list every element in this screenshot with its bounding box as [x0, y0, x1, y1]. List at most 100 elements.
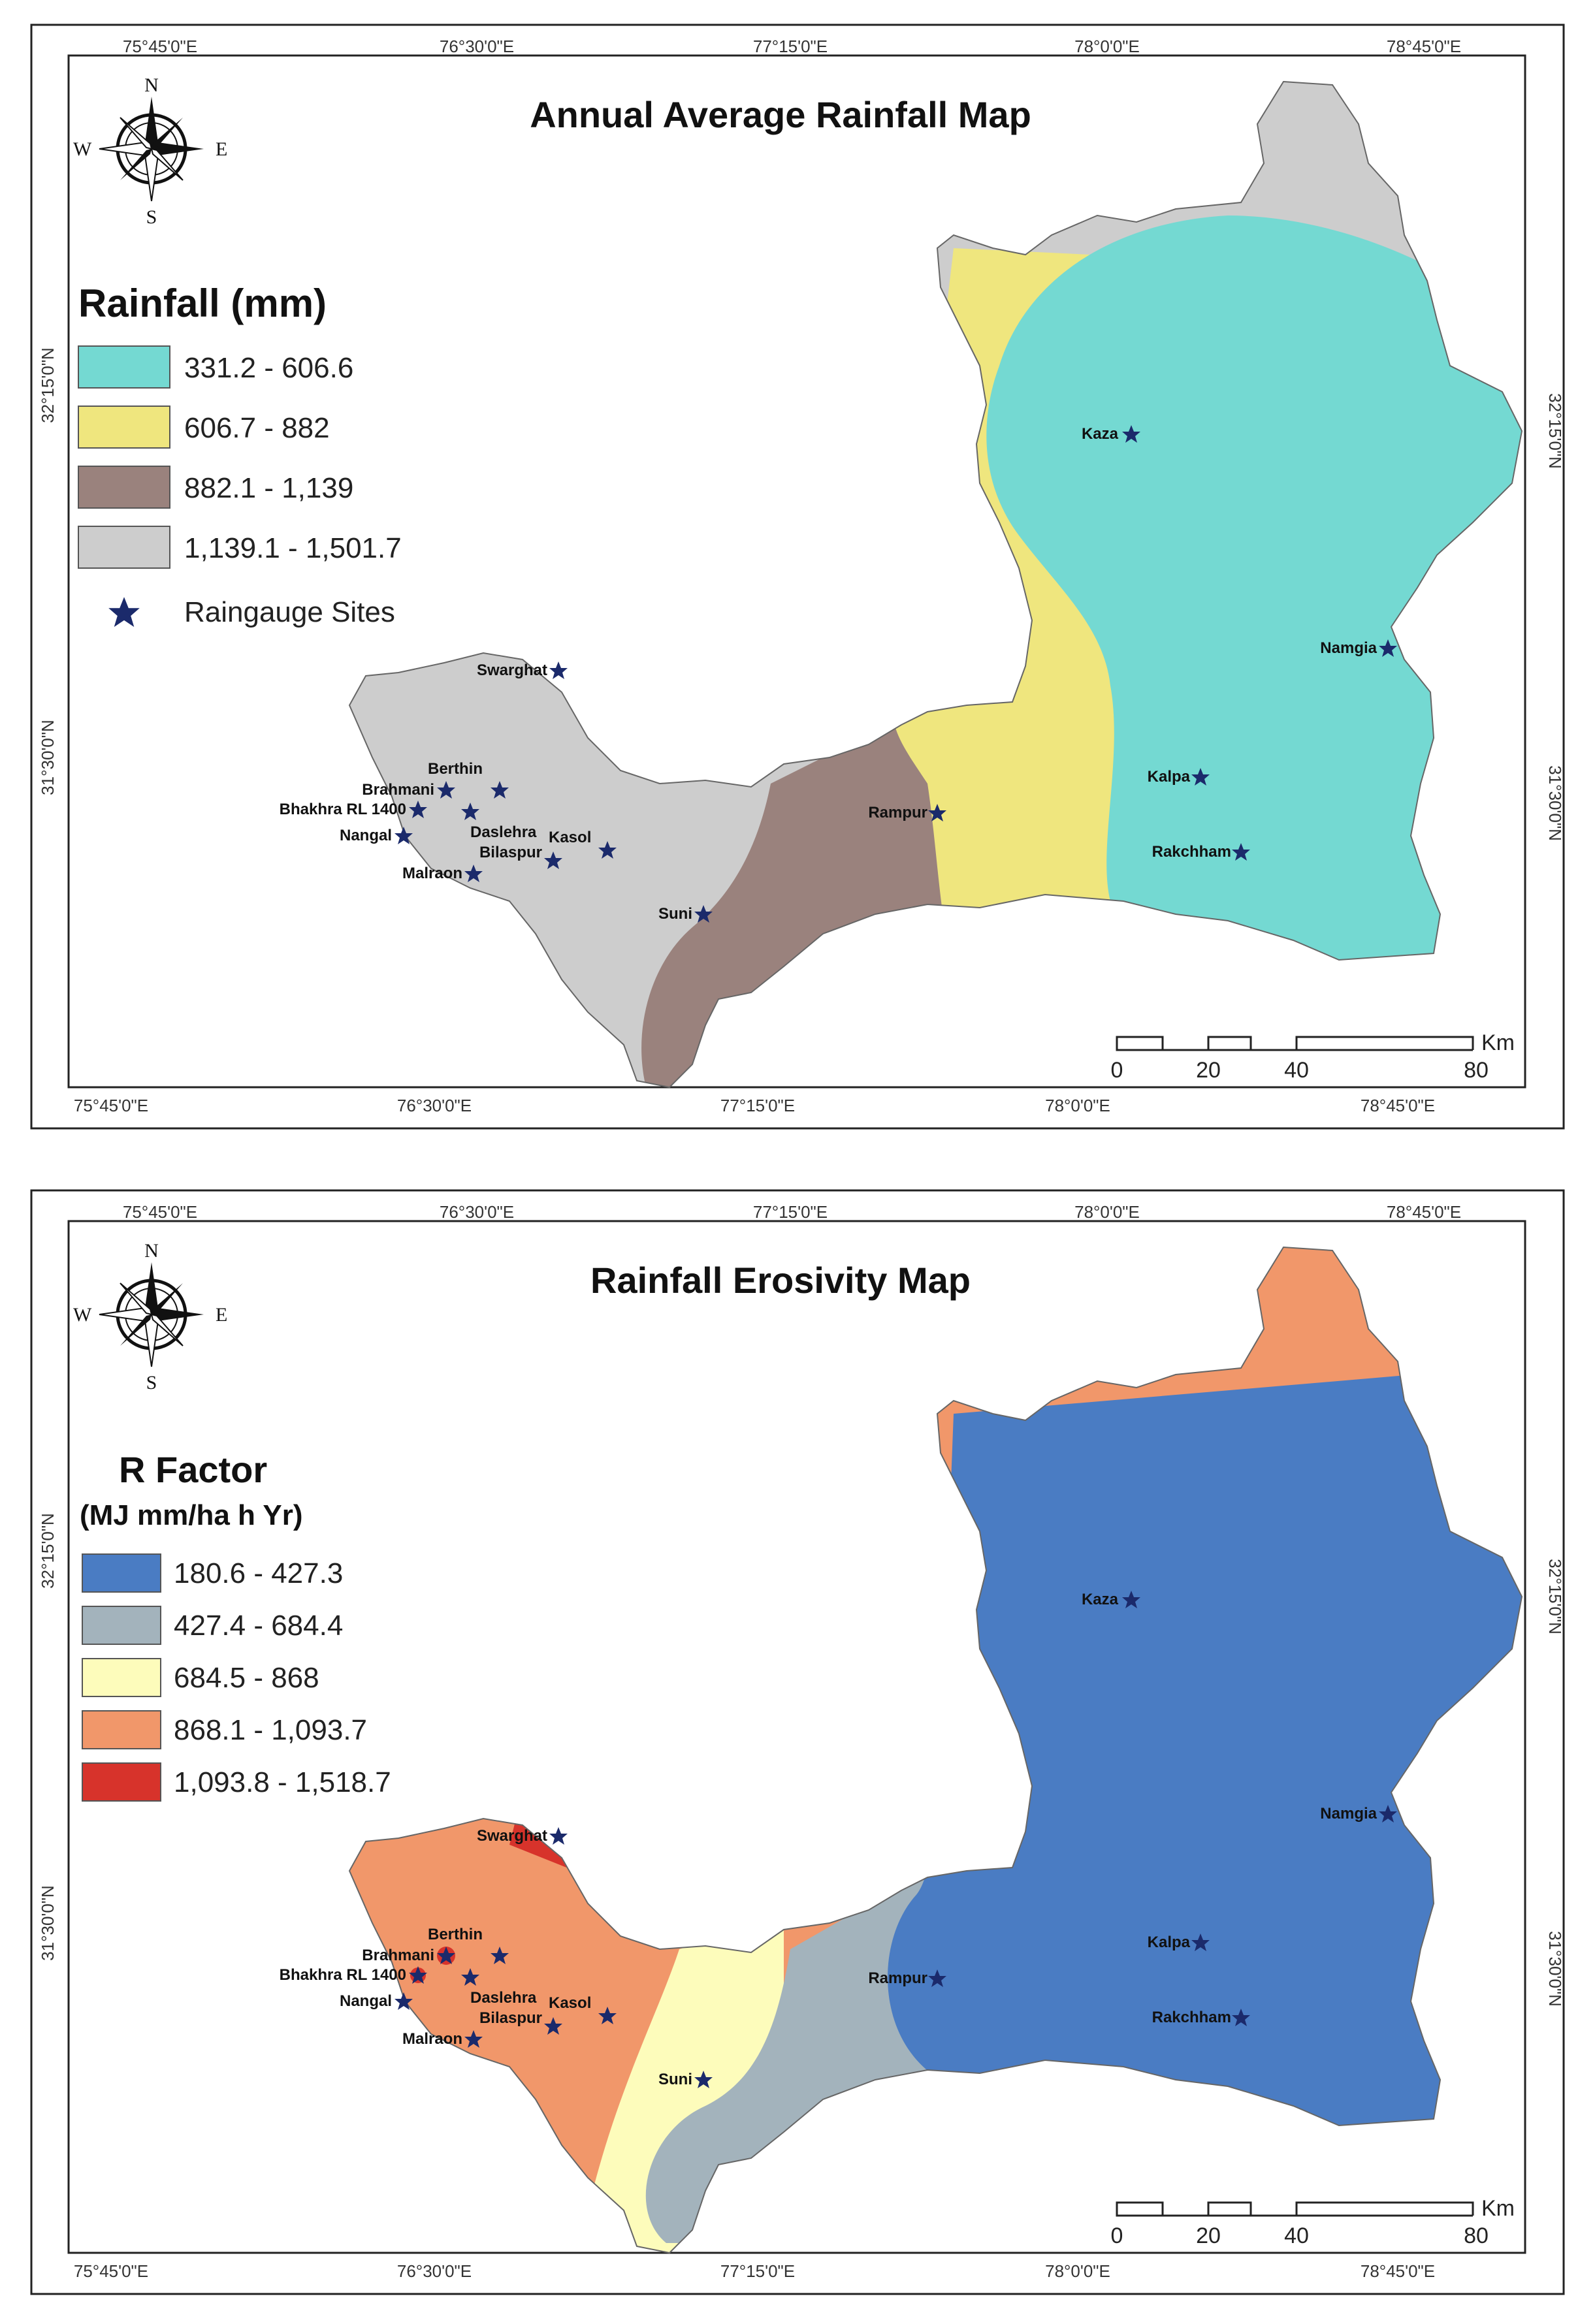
lon-label: 75°45'0"E	[123, 1202, 197, 1222]
rainfall-zones	[349, 82, 1522, 1087]
site-label: Suni	[658, 905, 692, 923]
site-label: Bilaspur	[479, 844, 542, 861]
scale-unit: Km	[1481, 2196, 1515, 2221]
lat-label: 32°15'0"N	[1545, 393, 1565, 469]
panel-frame	[30, 24, 1565, 1130]
panel-rainfall-map: 75°45'0"E 76°30'0"E 77°15'0"E 78°0'0"E 7…	[30, 24, 1565, 1130]
left-latitude-labels: 32°15'0"N 31°30'0"N	[38, 1513, 57, 1961]
legend-swatch	[82, 1658, 161, 1697]
legend-title: R Factor	[119, 1449, 267, 1490]
lon-label: 76°30'0"E	[397, 1096, 472, 1115]
scale-tick: 0	[1111, 2223, 1123, 2248]
compass-e: E	[216, 138, 227, 160]
site-label: Rampur	[868, 1969, 927, 1987]
bottom-longitude-labels: 75°45'0"E 76°30'0"E 77°15'0"E 78°0'0"E 7…	[74, 1096, 1435, 1115]
site-label: Brahmani	[362, 1947, 434, 1964]
lon-label: 77°15'0"E	[753, 37, 828, 56]
scale-tick: 40	[1284, 2223, 1309, 2248]
legend-label: 1,139.1 - 1,501.7	[184, 532, 402, 564]
panel-erosivity-map: 75°45'0"E 76°30'0"E 77°15'0"E 78°0'0"E 7…	[30, 1189, 1565, 2295]
site-label: Bhakhra RL 1400	[280, 801, 406, 818]
lat-label: 31°30'0"N	[1545, 1931, 1565, 2007]
raingauge-sites: Kaza Namgia Kalpa Rakchham Rampur Suni S…	[280, 1591, 1397, 2088]
lon-label: 78°45'0"E	[1361, 2261, 1435, 2281]
right-latitude-labels: 32°15'0"N 31°30'0"N	[1545, 1559, 1565, 2007]
site-label: Berthin	[428, 760, 483, 778]
lon-label: 76°30'0"E	[440, 37, 514, 56]
legend-subtitle: (MJ mm/ha h Yr)	[80, 1499, 302, 1531]
legend-rainfall: Rainfall (mm) 331.2 - 606.6 606.7 - 882 …	[78, 281, 402, 628]
legend-swatch	[82, 1553, 161, 1593]
lat-label: 31°30'0"N	[38, 1885, 57, 1961]
legend-swatch	[78, 406, 170, 449]
scale-tick: 40	[1284, 1058, 1309, 1083]
map-neatline	[67, 54, 1526, 1089]
raingauge-sites: Kaza Namgia Kalpa Rakchham Rampur Suni S…	[280, 425, 1397, 923]
legend-label: 180.6 - 427.3	[174, 1557, 343, 1589]
scale-tick: 80	[1464, 1058, 1489, 1083]
lon-label: 77°15'0"E	[753, 1202, 828, 1222]
legend-label: 331.2 - 606.6	[184, 352, 353, 384]
site-label: Kasol	[549, 1994, 591, 2012]
lat-label: 32°15'0"N	[38, 347, 57, 423]
site-label: Namgia	[1320, 639, 1377, 657]
scale-tick: 20	[1196, 1058, 1221, 1083]
compass-e: E	[216, 1304, 227, 1326]
left-latitude-labels: 32°15'0"N 31°30'0"N	[38, 347, 57, 795]
compass-s: S	[146, 1372, 157, 1393]
site-label: Bhakhra RL 1400	[280, 1966, 406, 1984]
lon-label: 76°30'0"E	[397, 2261, 472, 2281]
lon-label: 78°0'0"E	[1074, 37, 1140, 56]
site-label: Suni	[658, 2071, 692, 2088]
site-label: Brahmani	[362, 781, 434, 799]
site-label: Nangal	[340, 827, 392, 844]
site-label: Berthin	[428, 1926, 483, 1943]
site-star-icon	[549, 1827, 568, 1845]
map-title: Rainfall Erosivity Map	[590, 1260, 971, 1301]
scale-unit: Km	[1481, 1030, 1515, 1055]
compass-n: N	[144, 1240, 159, 1262]
compass-s: S	[146, 206, 157, 228]
legend-label: 427.4 - 684.4	[174, 1610, 343, 1642]
lon-label: 78°0'0"E	[1074, 1202, 1140, 1222]
site-label: Bilaspur	[479, 2009, 542, 2027]
site-label: Rakchham	[1152, 843, 1231, 861]
site-label: Kaza	[1082, 425, 1119, 443]
site-label: Rakchham	[1152, 2009, 1231, 2026]
legend-label: 868.1 - 1,093.7	[174, 1714, 367, 1746]
scale-tick: 0	[1111, 1058, 1123, 1083]
site-label: Namgia	[1320, 1805, 1377, 1823]
legend-sites-label: Raingauge Sites	[184, 596, 395, 628]
site-label: Kalpa	[1148, 768, 1191, 786]
site-label: Malraon	[402, 865, 462, 882]
top-longitude-labels: 75°45'0"E 76°30'0"E 77°15'0"E 78°0'0"E 7…	[123, 37, 1461, 56]
legend-swatch	[82, 1710, 161, 1749]
scale-tick: 80	[1464, 2223, 1489, 2248]
lon-label: 76°30'0"E	[440, 1202, 514, 1222]
site-star-icon	[108, 597, 140, 628]
lon-label: 77°15'0"E	[720, 2261, 795, 2281]
north-arrow-compass-icon: N S E W	[73, 74, 227, 228]
site-label: Daslehra	[470, 823, 537, 841]
site-label: Kaza	[1082, 1591, 1119, 1608]
bottom-longitude-labels: 75°45'0"E 76°30'0"E 77°15'0"E 78°0'0"E 7…	[74, 2261, 1435, 2281]
compass-n: N	[144, 74, 159, 96]
panel-frame	[30, 1189, 1565, 2295]
legend-swatch	[82, 1762, 161, 1802]
legend-swatch	[78, 466, 170, 509]
lat-label: 32°15'0"N	[1545, 1559, 1565, 1634]
lon-label: 78°45'0"E	[1387, 37, 1461, 56]
site-label: Rampur	[868, 804, 927, 821]
legend-swatch	[82, 1606, 161, 1645]
scale-bar: 0 20 40 80 Km	[1111, 2196, 1515, 2248]
map-neatline	[67, 1220, 1526, 2254]
legend-title: Rainfall (mm)	[78, 281, 327, 325]
site-label: Malraon	[402, 2030, 462, 2048]
site-label: Nangal	[340, 1992, 392, 2010]
site-label: Kalpa	[1148, 1934, 1191, 1951]
legend-label: 882.1 - 1,139	[184, 472, 353, 504]
site-label: Swarghat	[477, 661, 547, 679]
lon-label: 75°45'0"E	[123, 37, 197, 56]
site-label: Daslehra	[470, 1989, 537, 2007]
